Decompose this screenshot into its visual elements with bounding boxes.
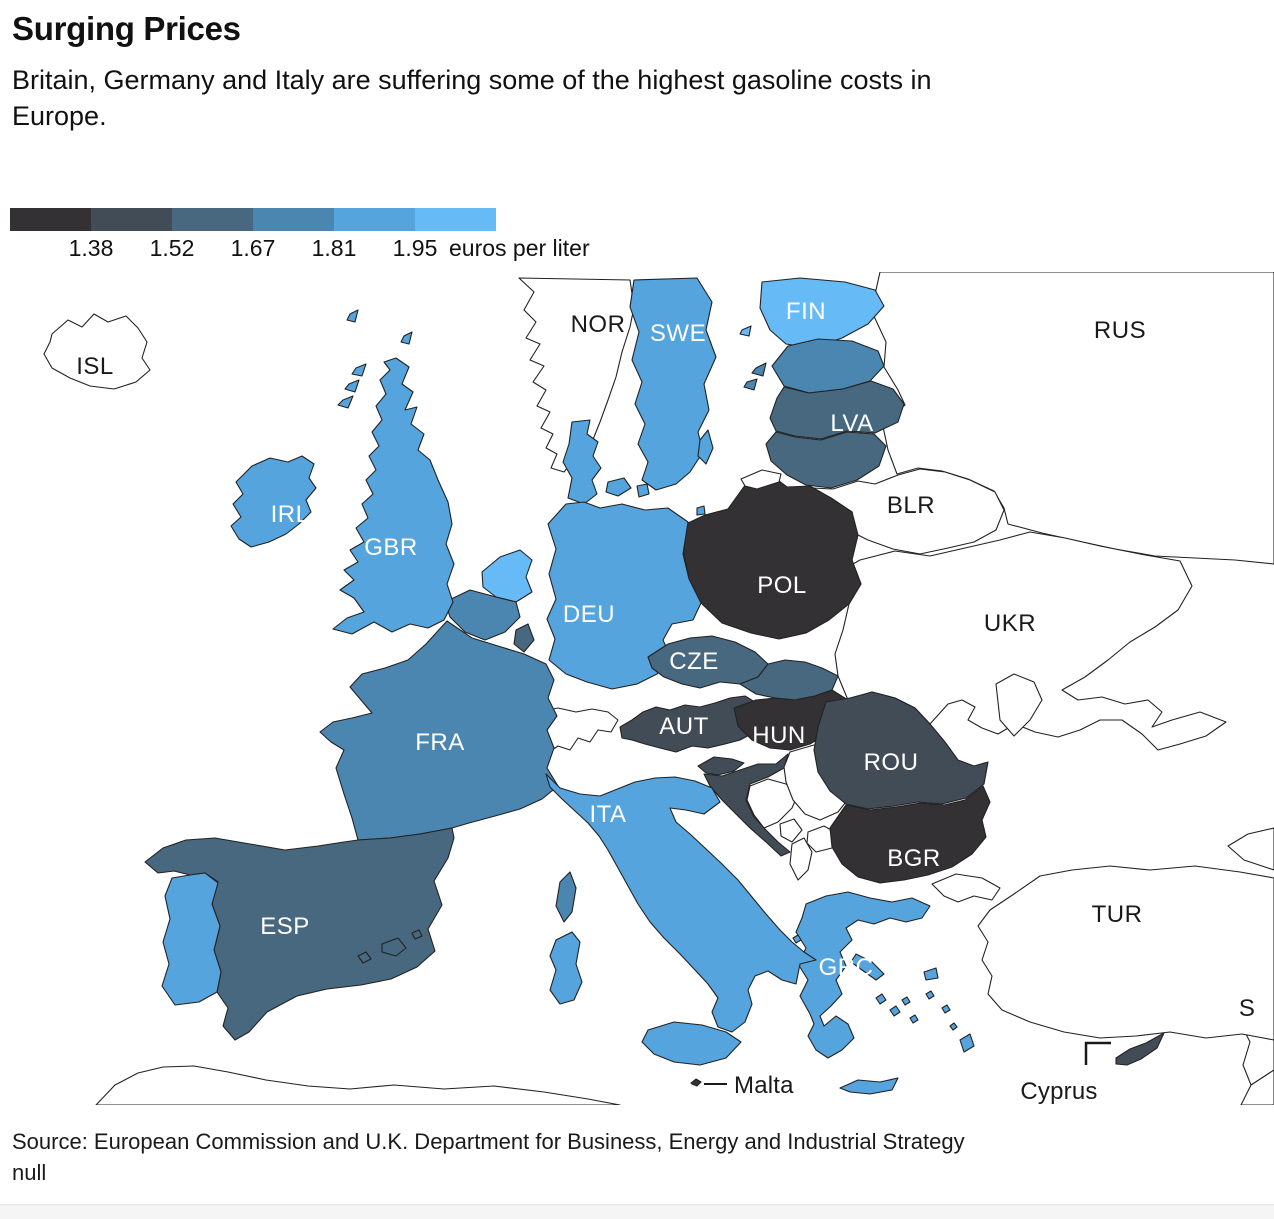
country-georgia (1227, 827, 1274, 871)
country-poland (683, 480, 862, 640)
country-balearics (357, 929, 423, 964)
country-germany (546, 501, 702, 690)
country-croatia (703, 753, 791, 857)
country-slovenia (697, 756, 745, 776)
legend-tick-1.52: 1.52 (149, 235, 195, 261)
country-denmark (562, 419, 602, 505)
map-label-ISL: ISL (76, 353, 114, 380)
map-label-FRA: FRA (415, 729, 465, 756)
annotation-malta: Malta (734, 1072, 794, 1099)
country-greece-isles (792, 934, 975, 1095)
country-moldova (995, 673, 1043, 737)
map-label-BGR: BGR (887, 845, 941, 872)
legend-swatch-1 (91, 208, 172, 231)
country-cyprus (1115, 1032, 1165, 1066)
country-albania (789, 837, 813, 881)
country-kaliningrad (740, 469, 782, 490)
map-label-RUS: RUS (1094, 317, 1146, 344)
map-label-FIN: FIN (786, 298, 826, 325)
levant-border-line (1250, 1069, 1274, 1086)
legend-tick-1.95: 1.95 (392, 235, 438, 261)
country-denmark-isles (605, 477, 706, 516)
map-label-POL: POL (757, 572, 807, 599)
legend-tick-1.81: 1.81 (311, 235, 357, 261)
choropleth-svg: ISL NOR RUS BLR UKR TUR SWE FIN IRL GBR LVA DEU POL C… (43, 271, 1274, 1106)
annotation-cyprus: Cyprus (1020, 1078, 1097, 1105)
source-text: Source: European Commission and U.K. Dep… (12, 1129, 965, 1154)
country-romania (813, 691, 989, 810)
map-label-ITA: ITA (589, 801, 626, 828)
chart-header: Surging Prices Britain, Germany and Ital… (12, 10, 1252, 134)
map-label-ROU: ROU (864, 749, 919, 776)
legend-tick-1.38: 1.38 (68, 235, 114, 261)
chart-subtitle: Britain, Germany and Italy are suffering… (12, 62, 1252, 134)
legend-swatch-4 (334, 208, 415, 231)
color-legend: 1.38 1.52 1.67 1.81 1.95 euros per liter (0, 0, 1274, 270)
legend-swatch-2 (172, 208, 253, 231)
country-sicily (641, 1021, 742, 1066)
legend-swatch-0 (10, 208, 91, 231)
country-aland (739, 325, 752, 337)
country-norway (518, 277, 635, 473)
country-malta (690, 1078, 702, 1087)
country-ireland (230, 455, 317, 548)
country-turkey-anatolia (977, 865, 1274, 1041)
map-label-NOR: NOR (571, 311, 626, 338)
bottom-divider (0, 1204, 1274, 1219)
country-sardinia (549, 931, 583, 1005)
source-footer: Source: European Commission and U.K. Dep… (12, 1126, 1252, 1188)
map-label-DEU: DEU (563, 601, 615, 628)
chart-subtitle-line2: Europe. (12, 101, 107, 131)
country-lithuania (765, 431, 887, 489)
country-latvia (769, 380, 905, 440)
country-bulgaria (829, 785, 991, 884)
map-label-GBR: GBR (364, 534, 418, 561)
map-label-ESP: ESP (260, 913, 310, 940)
chart-title: Surging Prices (12, 10, 241, 47)
map-label-UKR: UKR (984, 610, 1036, 637)
country-estonia-isles (743, 362, 767, 391)
map-label-BLR: BLR (887, 492, 935, 519)
map-label-TUR: TUR (1092, 901, 1143, 928)
legend-swatch-3 (253, 208, 334, 231)
legend-swatch-5 (415, 208, 496, 231)
country-netherlands (481, 549, 533, 603)
country-portugal (161, 872, 222, 1006)
country-italy (545, 773, 817, 1033)
map-label-AUT: AUT (659, 713, 709, 740)
map-label-SWE: SWE (650, 320, 706, 347)
europe-map: ISL NOR RUS BLR UKR TUR SWE FIN IRL GBR LVA DEU POL C… (0, 271, 1274, 1106)
map-label-HUN: HUN (752, 722, 806, 749)
country-british-isles (337, 309, 413, 409)
country-gotland (697, 429, 714, 465)
legend-unit-label: euros per liter (449, 235, 590, 261)
map-label-LVA: LVA (830, 410, 873, 437)
country-luxembourg (513, 623, 535, 653)
map-label-GRC: GRC (819, 954, 874, 981)
country-montenegro (779, 818, 803, 843)
country-sweden (629, 277, 717, 491)
annotation-cutoff: S (1239, 995, 1255, 1022)
country-africa (95, 1065, 621, 1106)
map-label-IRL: IRL (271, 501, 310, 528)
country-turkey-thrace (931, 873, 1001, 903)
country-corsica (555, 871, 577, 923)
country-greece (795, 891, 931, 1059)
country-iceland (43, 313, 151, 390)
country-bosnia (746, 778, 799, 829)
country-finland (759, 277, 885, 349)
country-great-britain (332, 357, 455, 635)
cyprus-bracket (1084, 1041, 1111, 1065)
map-label-CZE: CZE (669, 648, 719, 675)
chart-subtitle-line1: Britain, Germany and Italy are suffering… (12, 65, 932, 95)
legend-tick-1.67: 1.67 (230, 235, 276, 261)
country-belgium (444, 589, 521, 641)
source-null-text: null (12, 1160, 47, 1185)
